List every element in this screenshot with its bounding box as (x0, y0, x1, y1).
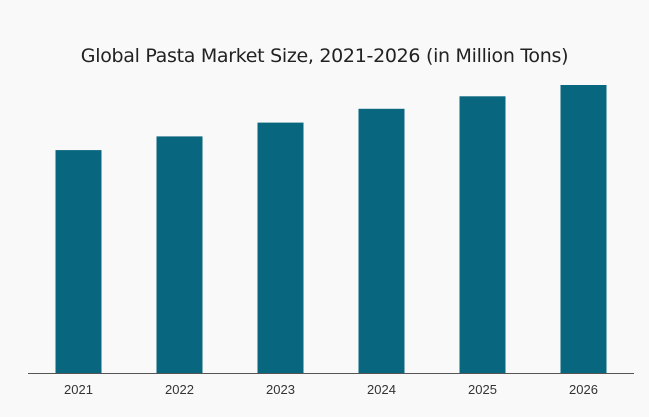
x-tick-label-2022: 2022 (165, 382, 194, 397)
chart-title: Global Pasta Market Size, 2021-2026 (in … (80, 45, 569, 67)
x-tick-label-2021: 2021 (64, 382, 93, 397)
bar-2025 (459, 96, 506, 374)
x-tick-label-2024: 2024 (367, 382, 396, 397)
x-tick-label-2023: 2023 (266, 382, 295, 397)
x-tick-labels: 2021 2022 2023 2024 2025 2026 (64, 382, 598, 397)
bar-2026 (560, 85, 607, 373)
bar-2024 (358, 108, 405, 374)
x-tick-label-2026: 2026 (569, 382, 598, 397)
bar-2021 (55, 150, 102, 373)
x-tick-label-2025: 2025 (468, 382, 497, 397)
bar-2023 (257, 122, 304, 373)
bar-2022 (156, 136, 203, 373)
bars-layer (55, 85, 607, 374)
